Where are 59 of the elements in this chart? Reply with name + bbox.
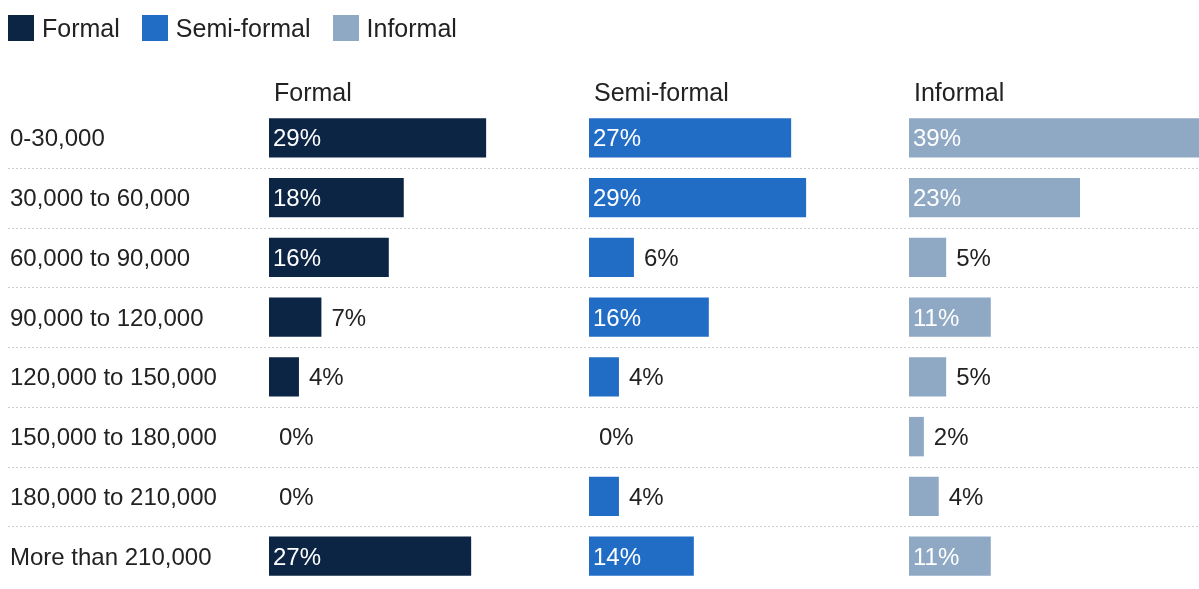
- legend-label: Informal: [366, 13, 457, 43]
- y-tick-label: 90,000 to 120,000: [10, 303, 204, 331]
- data-label: 0%: [599, 423, 634, 451]
- data-label: 18%: [273, 184, 322, 212]
- y-tick-label: More than 210,000: [10, 542, 212, 570]
- data-label: 39%: [913, 124, 962, 152]
- data-label: 4%: [628, 363, 664, 391]
- chart-title: Semi-formal: [594, 77, 729, 106]
- y-tick-label: 180,000 to 210,000: [10, 482, 217, 510]
- bar: [589, 357, 619, 397]
- bar: [589, 536, 694, 576]
- bar: [589, 177, 807, 218]
- chart-title: Informal: [914, 77, 1005, 106]
- data-label: 27%: [273, 542, 322, 570]
- bar: [269, 297, 322, 337]
- data-label: 4%: [308, 363, 344, 391]
- bar: [589, 118, 792, 158]
- bar: [589, 476, 619, 517]
- data-label: 4%: [948, 482, 984, 510]
- data-label: 5%: [956, 363, 991, 391]
- bar: [909, 476, 939, 517]
- bar: [909, 297, 991, 337]
- data-label: 11%: [913, 303, 960, 331]
- bar: [909, 536, 991, 576]
- data-label: 0%: [279, 482, 314, 510]
- y-tick-label: 60,000 to 90,000: [10, 243, 191, 271]
- data-label: 23%: [913, 184, 962, 212]
- bar: [909, 416, 924, 457]
- bar: [909, 237, 947, 278]
- data-label: 0%: [279, 423, 314, 451]
- bar: [269, 536, 472, 576]
- legend-label: Formal: [42, 13, 120, 43]
- data-label: 16%: [593, 303, 642, 331]
- y-tick-label: 0-30,000: [10, 124, 105, 152]
- bar: [909, 177, 1081, 218]
- data-label: 5%: [956, 243, 991, 271]
- data-label: 14%: [593, 542, 642, 570]
- data-label: 7%: [331, 303, 367, 331]
- y-tick-label: 150,000 to 180,000: [10, 423, 217, 451]
- data-label: 6%: [643, 243, 679, 271]
- bar: [909, 118, 1199, 158]
- chart-title: Formal: [274, 77, 352, 106]
- data-label: 16%: [273, 243, 322, 271]
- y-tick-label: 120,000 to 150,000: [10, 363, 217, 391]
- bar: [269, 177, 404, 218]
- data-label: 11%: [913, 542, 960, 570]
- legend-label: Semi-formal: [175, 13, 311, 43]
- data-label: 27%: [593, 124, 642, 152]
- bar: [269, 357, 299, 397]
- bar: [269, 237, 389, 278]
- data-label: 29%: [273, 124, 322, 152]
- data-label: 4%: [628, 482, 664, 510]
- data-label: 2%: [933, 423, 969, 451]
- bar: [909, 357, 947, 397]
- bar: [269, 118, 487, 158]
- bar: [589, 297, 709, 337]
- y-tick-label: 30,000 to 60,000: [10, 184, 191, 212]
- data-label: 29%: [593, 184, 642, 212]
- bar: [589, 237, 634, 278]
